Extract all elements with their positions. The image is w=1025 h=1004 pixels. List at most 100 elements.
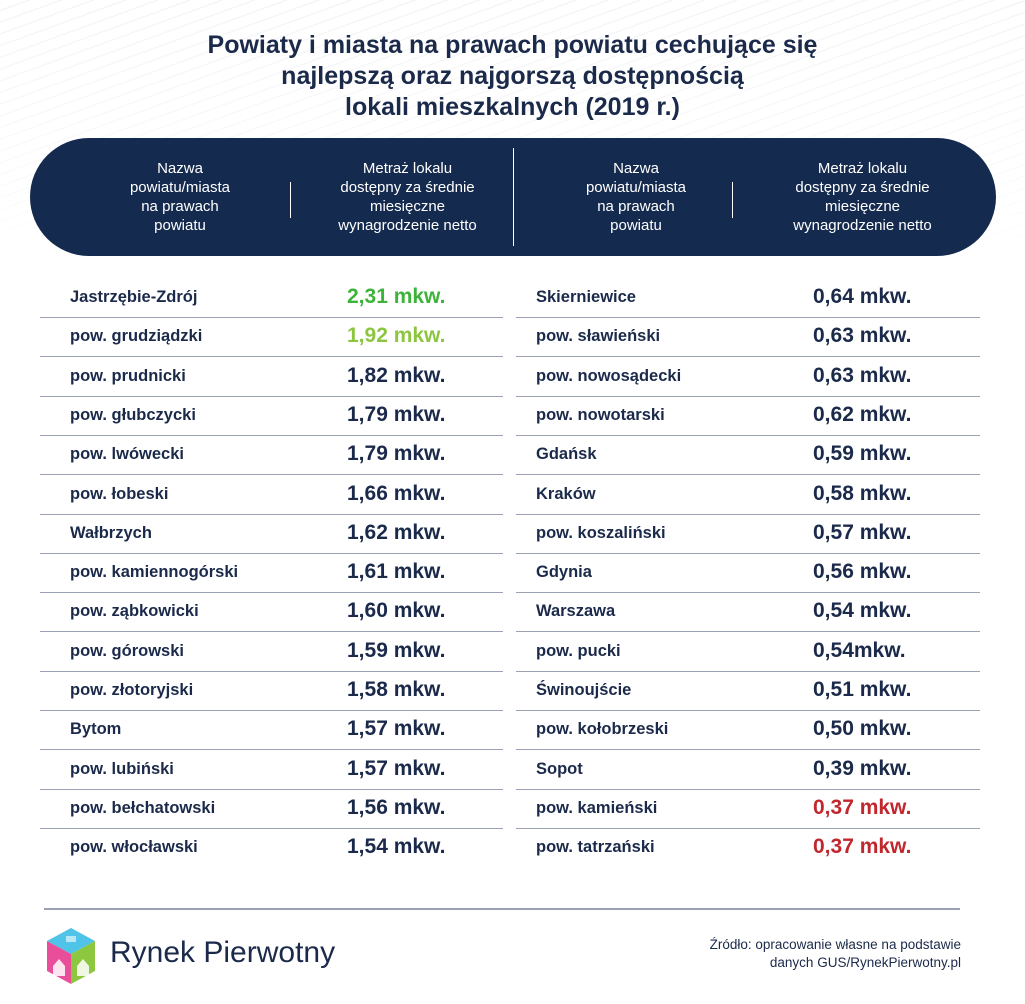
table-row: pow. sławieński 0,63 mkw. — [516, 318, 980, 358]
row-name: Sopot — [536, 759, 583, 778]
row-value: 1,66 mkw. — [347, 481, 446, 505]
title-line-2: najlepszą oraz najgorszą dostępnością — [281, 62, 744, 90]
title-line-1: Powiaty i miasta na prawach powiatu cech… — [207, 31, 818, 59]
row-value: 0,56 mkw. — [813, 560, 912, 584]
header-text: Metraż lokalu — [817, 160, 908, 177]
row-name: pow. lubiński — [70, 759, 174, 778]
source-note: Źródło: opracowanie własne na podstawie … — [710, 936, 961, 972]
header-text: wynagrodzenie netto — [793, 217, 932, 234]
header-divider — [732, 182, 733, 218]
row-name: Gdynia — [536, 563, 592, 582]
header-text: wynagrodzenie netto — [338, 217, 477, 234]
header-text: powiatu — [154, 217, 206, 234]
table-row: pow. lubiński 1,57 mkw. — [40, 751, 503, 790]
row-name: pow. kamiennogórski — [70, 563, 239, 582]
row-name: pow. tatrzański — [536, 838, 655, 857]
table-row: pow. nowosądecki 0,63 mkw. — [516, 358, 980, 397]
table-row: pow. prudnicki 1,82 mkw. — [40, 358, 503, 397]
row-name: pow. kamieński — [536, 798, 658, 817]
row-value: 1,79 mkw. — [347, 402, 446, 426]
row-name: pow. górowski — [70, 641, 184, 660]
row-value: 1,92 mkw. — [347, 324, 446, 348]
table-row: pow. włocławski 1,54 mkw. — [40, 829, 503, 868]
row-value: 1,82 mkw. — [347, 363, 446, 387]
row-name: Warszawa — [536, 602, 616, 621]
row-value: 0,57 mkw. — [813, 520, 912, 544]
header-text: miesięczne — [369, 198, 446, 215]
brand-name: Rynek Pierwotny — [110, 936, 336, 969]
row-name: pow. pucki — [536, 641, 621, 660]
table-row: pow. grudziądzki 1,92 mkw. — [40, 318, 503, 358]
row-name: pow. nowotarski — [536, 405, 665, 424]
row-value: 1,57 mkw. — [347, 717, 446, 741]
row-value: 1,62 mkw. — [347, 520, 446, 544]
header-divider — [290, 182, 291, 218]
table-row: pow. nowotarski 0,62 mkw. — [516, 397, 980, 436]
footer-divider — [44, 908, 960, 910]
table-row: pow. ząbkowicki 1,60 mkw. — [40, 593, 503, 633]
row-name: Bytom — [70, 720, 122, 739]
row-value: 0,54mkw. — [813, 638, 906, 662]
table-row: pow. pucki 0,54mkw. — [516, 633, 980, 672]
row-value: 1,58 mkw. — [347, 678, 446, 701]
table-row: Kraków 0,58 mkw. — [516, 476, 980, 515]
header-text: Metraż lokalu — [362, 160, 453, 177]
row-name: pow. bełchatowski — [70, 798, 216, 817]
row-value: 1,59 mkw. — [347, 638, 446, 662]
table-header: Nazwa powiatu/miasta na prawach powiatu … — [30, 138, 996, 256]
row-name: Jastrzębie-Zdrój — [70, 288, 198, 306]
source-line: danych GUS/RynekPierwotny.pl — [769, 955, 961, 970]
row-value: 0,63 mkw. — [813, 324, 912, 348]
header-text: powiatu — [610, 217, 662, 234]
table-row: pow. kołobrzeski 0,50 mkw. — [516, 711, 980, 751]
row-value: 0,64 mkw. — [813, 285, 912, 308]
header-value-right: Metraż lokalu dostępny za średnie miesię… — [760, 138, 965, 256]
table-row: pow. złotoryjski 1,58 mkw. — [40, 672, 503, 711]
row-name: Gdańsk — [536, 445, 597, 464]
row-name: pow. ząbkowicki — [70, 602, 199, 621]
header-name-left: Nazwa powiatu/miasta na prawach powiatu — [70, 138, 290, 256]
row-name: pow. grudziądzki — [70, 327, 203, 346]
row-name: pow. koszaliński — [536, 523, 666, 542]
table-row: Wałbrzych 1,62 mkw. — [40, 515, 503, 554]
row-value: 0,37 mkw. — [813, 795, 912, 819]
page-title: Powiaty i miasta na prawach powiatu cech… — [0, 30, 1025, 123]
row-name: pow. sławieński — [536, 327, 661, 346]
title-line-3: lokali mieszkalnych (2019 r.) — [345, 93, 680, 121]
row-value: 2,31 mkw. — [347, 285, 446, 308]
header-name-right: Nazwa powiatu/miasta na prawach powiatu — [526, 138, 746, 256]
table-row: pow. głubczycki 1,79 mkw. — [40, 397, 503, 436]
table-row: pow. bełchatowski 1,56 mkw. — [40, 790, 503, 829]
header-text: powiatu/miasta — [129, 179, 231, 196]
row-name: pow. prudnicki — [70, 366, 186, 385]
rynek-pierwotny-logo-icon — [47, 928, 95, 984]
row-value: 1,57 mkw. — [347, 756, 446, 780]
source-line: Źródło: opracowanie własne na podstawie — [709, 937, 961, 952]
table-row: Bytom 1,57 mkw. — [40, 711, 503, 751]
row-name: Wałbrzych — [70, 523, 152, 542]
table-row: Gdańsk 0,59 mkw. — [516, 436, 980, 476]
header-text: miesięczne — [824, 198, 901, 215]
table-row: pow. łobeski 1,66 mkw. — [40, 476, 503, 515]
row-name: pow. głubczycki — [70, 405, 196, 424]
row-name: pow. lwówecki — [70, 445, 184, 464]
header-text: na prawach — [597, 198, 675, 215]
header-center-divider — [513, 148, 514, 246]
row-value: 0,39 mkw. — [813, 756, 912, 780]
row-value: 1,61 mkw. — [347, 560, 446, 584]
header-text: dostępny za średnie — [340, 179, 475, 196]
row-value: 0,51 mkw. — [813, 678, 912, 701]
row-name: pow. złotoryjski — [70, 681, 194, 699]
table-row: Skierniewice 0,64 mkw. — [516, 279, 980, 318]
table-row: pow. tatrzański 0,37 mkw. — [516, 829, 980, 868]
row-name: pow. włocławski — [70, 838, 198, 857]
row-name: pow. kołobrzeski — [536, 720, 669, 739]
row-name: pow. nowosądecki — [536, 366, 682, 385]
table-row: pow. górowski 1,59 mkw. — [40, 633, 503, 672]
row-name: pow. łobeski — [70, 484, 169, 503]
row-value: 0,59 mkw. — [813, 442, 912, 466]
row-value: 1,60 mkw. — [347, 599, 446, 623]
row-name: Kraków — [536, 484, 596, 503]
header-value-left: Metraż lokalu dostępny za średnie miesię… — [305, 138, 510, 256]
header-text: powiatu/miasta — [585, 179, 687, 196]
